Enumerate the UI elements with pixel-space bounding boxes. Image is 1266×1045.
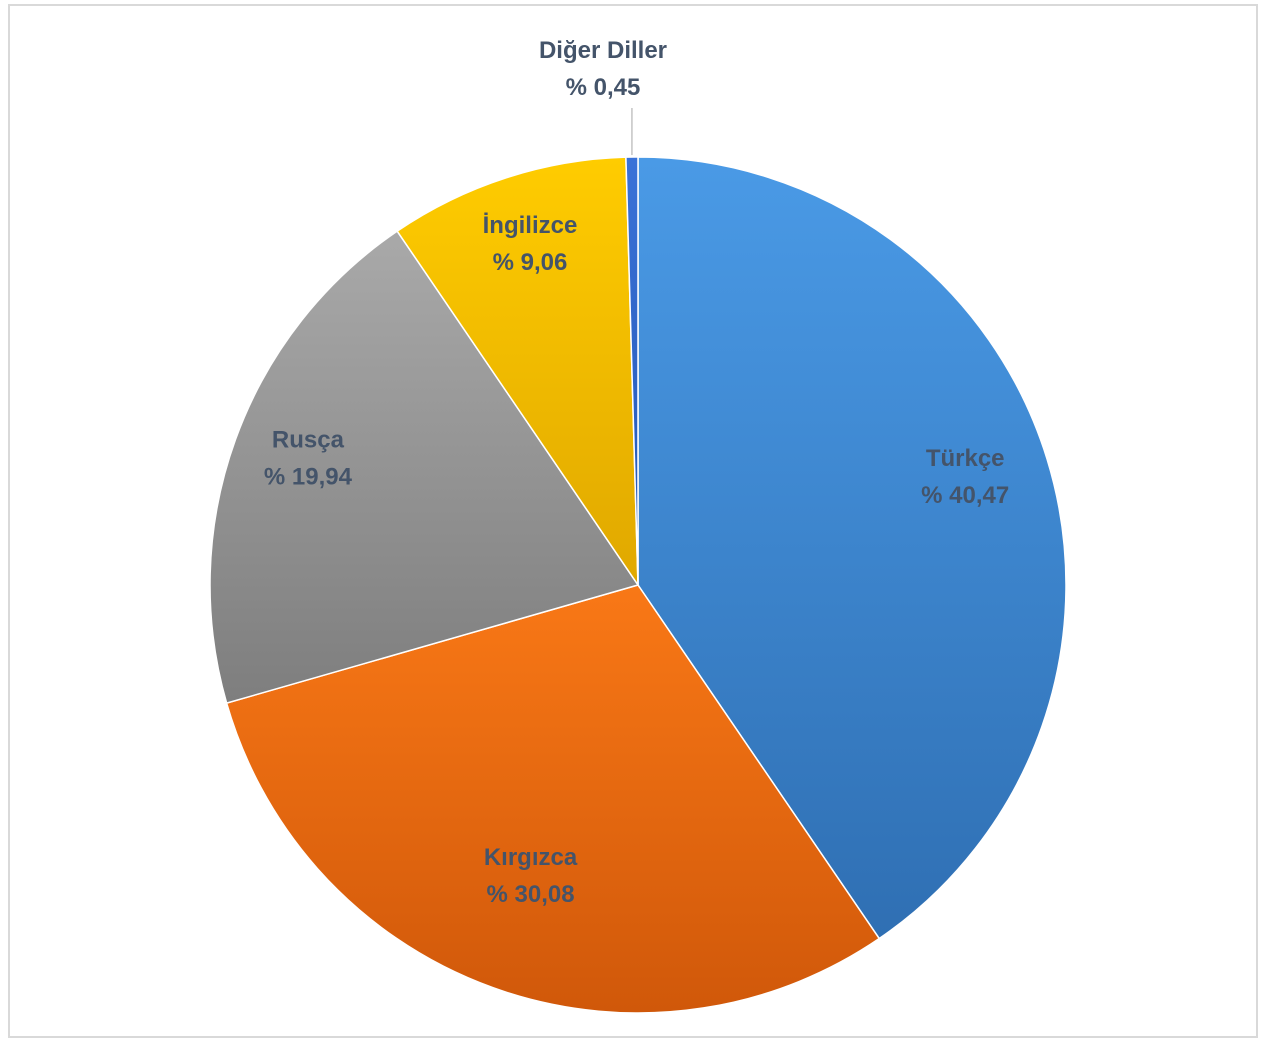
slice-value-diger-diller: % 0,45 [566,74,641,101]
slice-label-diger-diller: Diğer Diller [539,37,667,64]
slice-label-kirgizca: Kırgızca [484,844,578,871]
pie-slice-diger-diller [625,156,639,586]
slice-label-ingilizce: İngilizce [483,212,578,239]
data-labels: Türkçe % 40,47 Kırgızca % 30,08 Rusça % 19,94… [264,37,1009,908]
slice-value-kirgizca: % 30,08 [486,881,574,908]
pie-slice-turkce [637,156,1067,940]
slice-label-turkce: Türkçe [926,445,1005,472]
slice-value-turkce: % 40,47 [921,482,1009,509]
pie-slices [209,156,1067,1014]
slice-value-ingilizce: % 9,06 [493,249,568,276]
slice-value-rusca: % 19,94 [264,464,353,491]
pie-slice-rusca [209,230,640,705]
slice-label-rusca: Rusça [272,427,345,454]
pie-slice-ingilizce [396,156,639,588]
pie-slice-kirgizca [225,584,881,1014]
